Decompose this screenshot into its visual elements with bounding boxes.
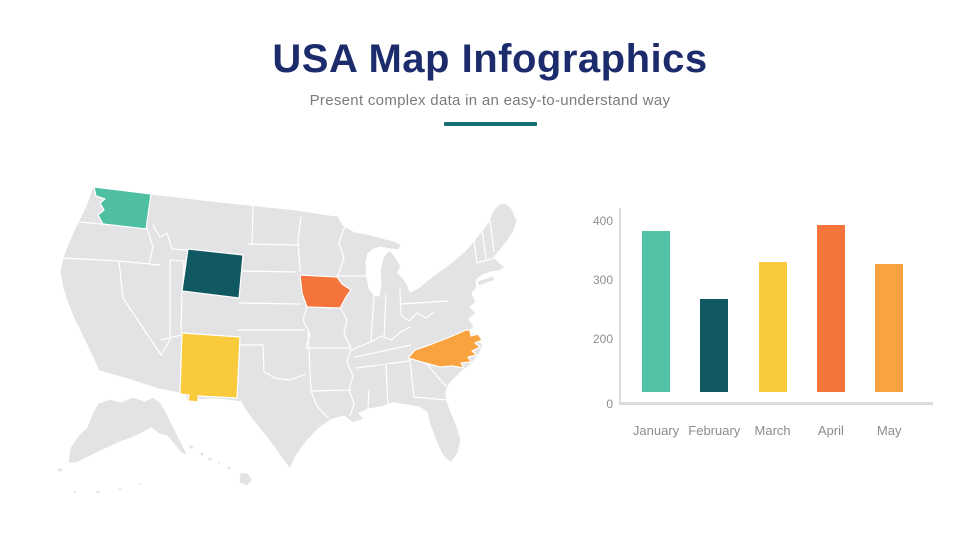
x-label-january: January [632,423,680,438]
y-tick-400: 400 [592,214,613,228]
x-label-february: February [688,423,741,438]
state-washington [93,186,152,230]
bar-chart: 400 300 200 0 January February March April May [585,195,955,455]
bar-february [700,298,729,392]
x-label-april: April [817,423,844,438]
y-tick-300: 300 [592,273,613,287]
state-new-mexico [179,332,241,403]
alaska [67,396,189,464]
y-axis-line [619,208,621,405]
accent-divider [443,122,537,126]
bar-may [875,264,904,392]
header: USA Map Infographics Present complex dat… [0,36,980,126]
x-label-march: March [754,423,791,438]
usa-mainland [59,185,518,470]
bar-january [642,230,670,392]
x-axis-line [619,402,933,405]
state-north-carolina [407,329,483,369]
bar-march [758,261,787,392]
hawaii-big-island [238,471,254,487]
state-wyoming [181,248,244,299]
page-title: USA Map Infographics [272,37,708,81]
long-island [476,275,496,287]
y-tick-200: 200 [592,332,613,346]
aleutian-islands [56,467,143,495]
bar-april [816,224,845,392]
x-label-may: May [876,423,902,438]
subtitle: Present complex data in an easy-to-under… [309,92,671,109]
usa-map [56,185,518,495]
state-iowa [299,274,352,309]
y-tick-0: 0 [606,397,613,411]
hawaii [187,444,254,487]
bar-plot: 400 300 200 0 January February March April May [585,195,955,455]
